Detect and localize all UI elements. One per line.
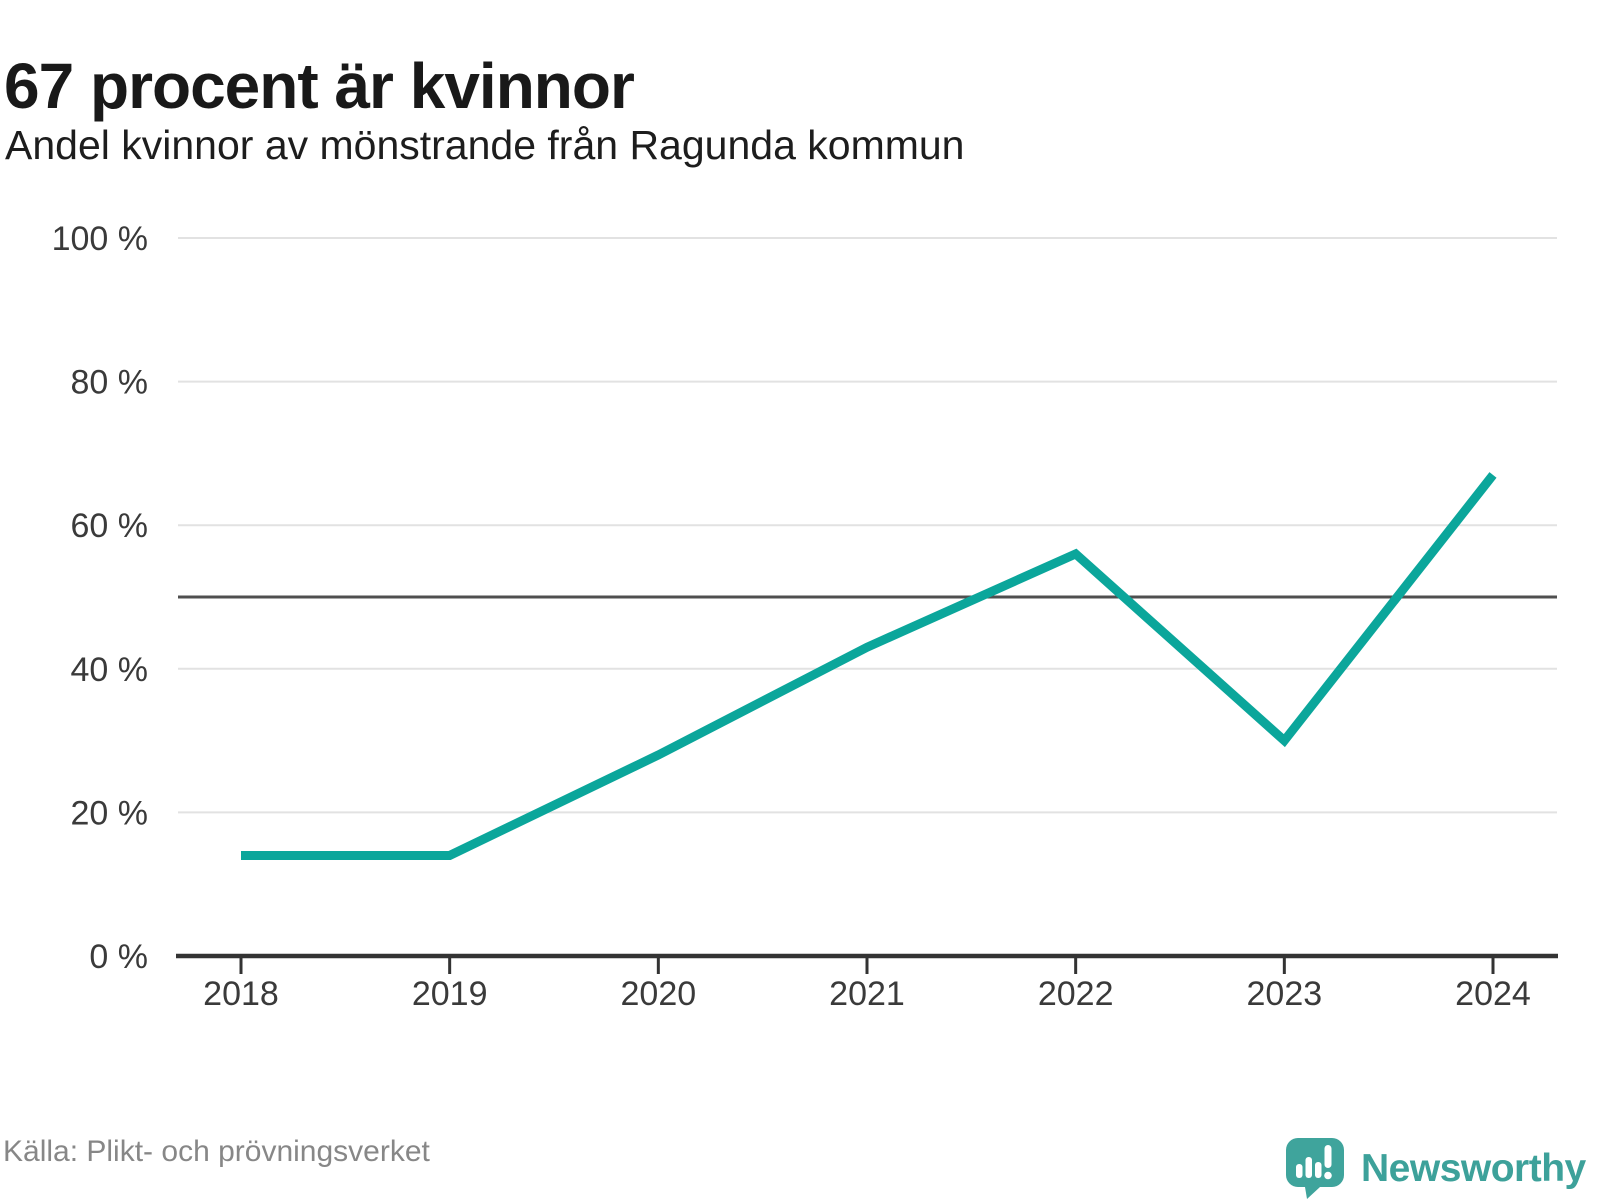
brand-lockup: Newsworthy [1285,1137,1586,1200]
chart-title: 67 procent är kvinnor [4,49,635,122]
y-tick-label: 60 % [71,507,149,545]
y-tick-label: 20 % [71,794,149,832]
y-tick-label: 100 % [52,220,148,258]
source-note: Källa: Plikt- och prövningsverket [3,1135,430,1168]
x-tick-label: 2022 [1038,975,1114,1013]
x-tick-label: 2019 [412,975,488,1013]
y-tick-label: 40 % [71,651,149,689]
logo-bars [1296,1145,1332,1180]
y-tick-label: 80 % [71,364,149,402]
x-tick-label: 2021 [829,975,905,1013]
x-tick-label: 2023 [1247,975,1323,1013]
data-line [241,472,1497,860]
x-tick-label: 2024 [1455,975,1531,1013]
x-tick-label: 2018 [203,975,279,1013]
y-tick-label: 0 % [89,938,148,976]
chart-subtitle: Andel kvinnor av mönstrande från Ragunda… [5,122,965,168]
newsworthy-logo-icon [1286,1138,1344,1199]
x-tick-label: 2020 [621,975,697,1013]
brand-name: Newsworthy [1361,1146,1586,1190]
